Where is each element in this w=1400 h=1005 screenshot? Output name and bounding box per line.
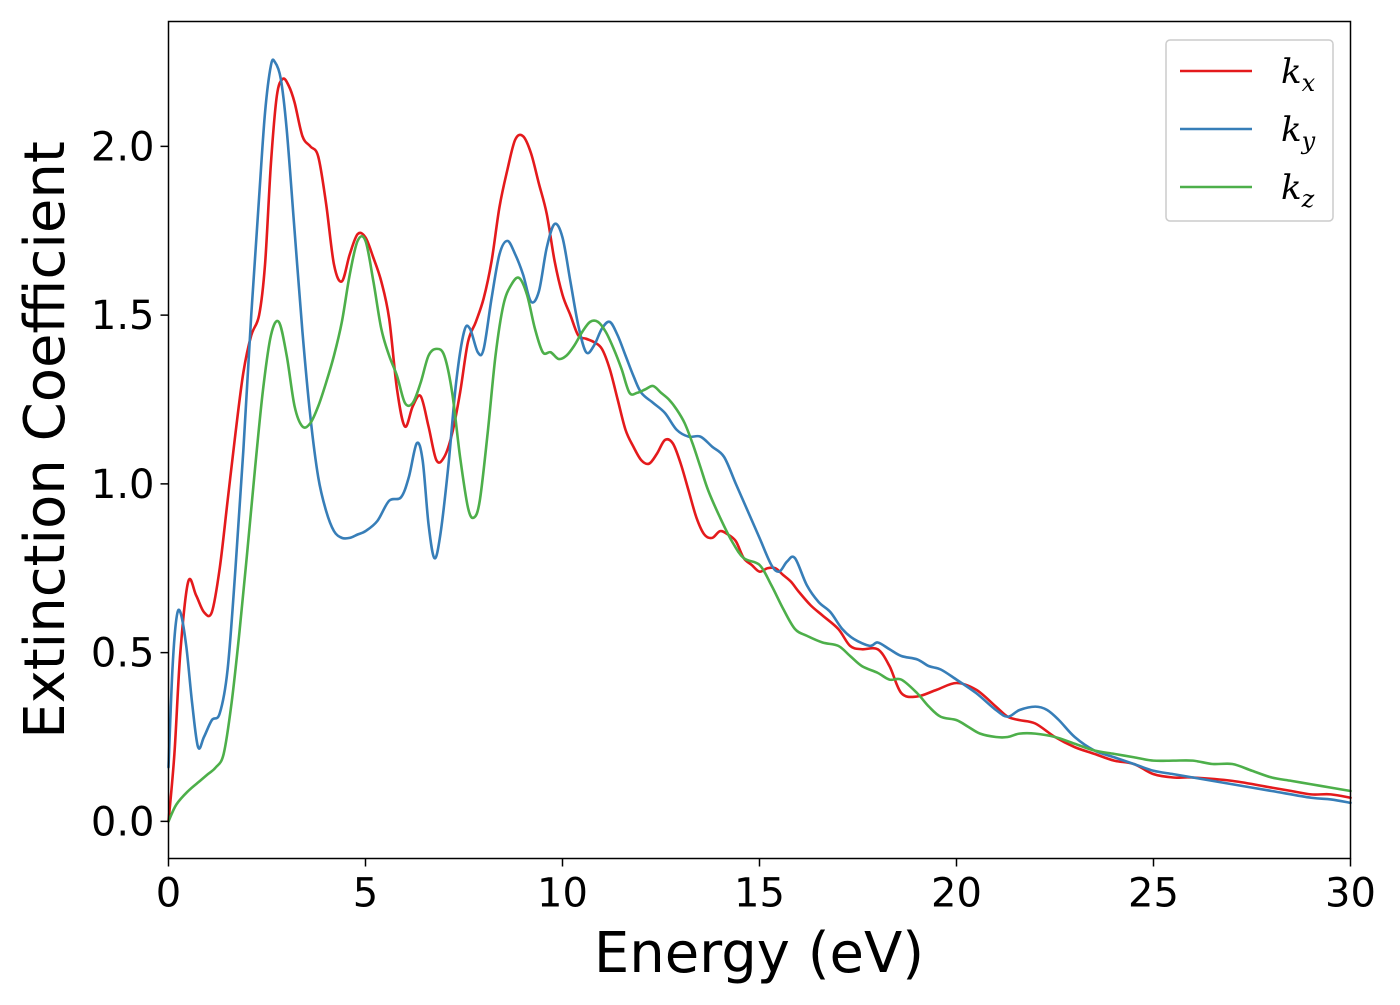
x-tick-label: 20 [931,871,982,917]
y-axis-title: Extinction Coefficient [13,141,78,739]
legend-label-k-x: kx [1281,52,1316,97]
y-tick-label: 2.0 [91,124,155,170]
y-tick-label: 1.5 [91,293,155,339]
legend-label-main: k [1281,52,1302,92]
series-line-k-z [167,234,1352,823]
y-axis: 0.0 0.5 1.0 1.5 2.0 [91,124,169,845]
legend-label-subscript: z [1301,185,1315,213]
x-tick-label: 5 [353,871,378,917]
y-tick-label: 1.0 [91,462,155,508]
x-tick-label: 0 [156,871,181,917]
legend-label-k-z: kz [1281,168,1315,213]
x-axis-title: Energy (eV) [594,921,924,986]
legend-label-k-y: ky [1281,110,1316,155]
y-tick-label: 0.5 [91,631,155,677]
legend-frame [1165,39,1334,222]
series-layer [167,58,1352,823]
y-tick-label: 0.0 [91,799,155,845]
legend-label-main: k [1281,168,1302,208]
x-tick-label: 25 [1128,871,1179,917]
series-line-k-y [167,58,1352,805]
x-tick-label: 10 [537,871,588,917]
legend-label-main: k [1281,110,1302,150]
x-axis: 0 5 10 15 20 25 30 [156,858,1376,917]
series-line-k-x [167,77,1352,823]
x-tick-label: 30 [1325,871,1376,917]
x-tick-label: 15 [734,871,785,917]
legend-label-subscript: y [1301,127,1316,155]
legend-label-subscript: x [1302,69,1316,97]
